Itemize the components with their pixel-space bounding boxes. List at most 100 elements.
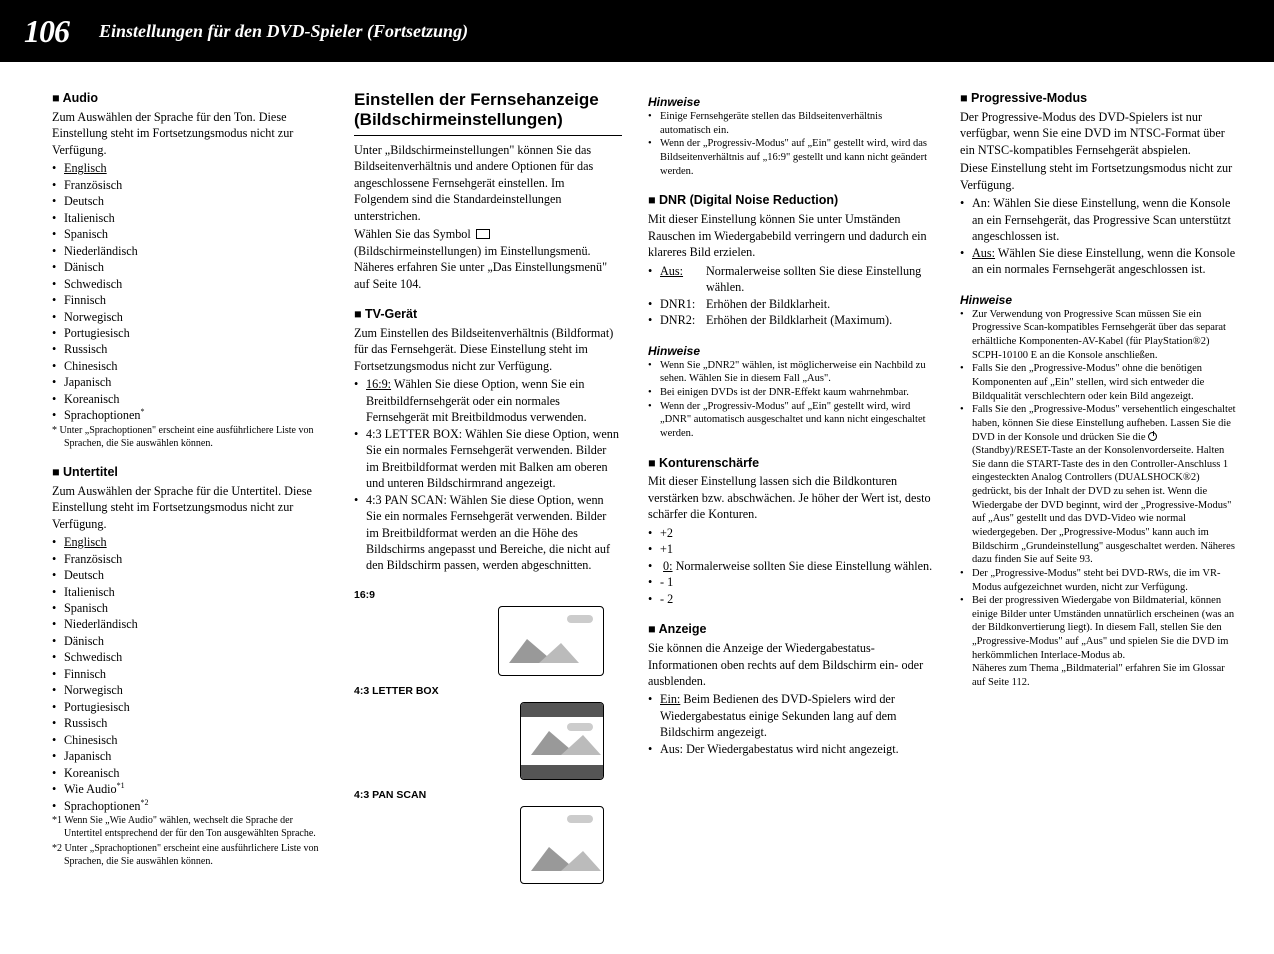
label-panscan: 4:3 PAN SCAN (354, 788, 622, 802)
column-4: Progressive-Modus Der Progressive-Modus … (960, 90, 1238, 890)
list-item: Spanisch (52, 600, 328, 616)
note-item: Falls Sie den „Progressive-Modus" ohne d… (960, 362, 1238, 403)
list-item: Italienisch (52, 584, 328, 600)
list-item: Finnisch (52, 292, 328, 308)
tv-heading: TV-Gerät (354, 306, 622, 323)
list-item: Französisch (52, 551, 328, 567)
prog-aus: Aus: Wählen Sie diese Einstellung, wenn … (960, 245, 1238, 278)
tv-diagram-letterbox (520, 702, 604, 780)
list-item: Norwegisch (52, 682, 328, 698)
label-letterbox: 4:3 LETTER BOX (354, 684, 622, 698)
note-item: Falls Sie den „Progressive-Modus" verseh… (960, 403, 1238, 567)
tv-diagram-169 (498, 606, 604, 676)
dnr-section: DNR (Digital Noise Reduction) Mit dieser… (648, 192, 934, 328)
list-item: Schwedisch (52, 649, 328, 665)
audio-section: Audio Zum Auswählen der Sprache für den … (52, 90, 328, 450)
screen-icon (476, 229, 490, 239)
kontur-heading: Konturenschärfe (648, 455, 934, 472)
list-item: Englisch (52, 534, 328, 550)
tv-options: 16:9: Wählen Sie diese Option, wenn Sie … (354, 376, 622, 574)
dnr-desc: Mit dieser Einstellung können Sie unter … (648, 211, 934, 260)
hinweise-block-1: Hinweise Einige Fernsehgeräte stellen da… (648, 94, 934, 178)
anzeige-ein: Ein: Beim Bedienen des DVD-Spielers wird… (648, 691, 934, 740)
tv-opt-panscan: 4:3 PAN SCAN: Wählen Sie diese Option, w… (354, 492, 622, 574)
anzeige-desc: Sie können die Anzeige der Wiedergabesta… (648, 640, 934, 689)
kontur-desc: Mit dieser Einstellung lassen sich die B… (648, 473, 934, 522)
page-header: 106 Einstellungen für den DVD-Spieler (F… (0, 0, 1274, 62)
progressive-desc2: Diese Einstellung steht im Fortsetzungsm… (960, 160, 1238, 193)
list-item: Französisch (52, 177, 328, 193)
note-item: Wenn der „Progressiv-Modus" auf „Ein" ge… (648, 137, 934, 178)
tv-diagram-panscan (520, 806, 604, 884)
untertitel-fn1: *1 Wenn Sie „Wie Audio" wählen, wechselt… (52, 814, 328, 840)
prog-an: An: Wählen Sie diese Einstellung, wenn d… (960, 195, 1238, 244)
tv-opt-letterbox: 4:3 LETTER BOX: Wählen Sie diese Option,… (354, 426, 622, 492)
dnr-aus: Aus:Normalerweise sollten Sie diese Eins… (648, 263, 934, 296)
anzeige-heading: Anzeige (648, 621, 934, 638)
hinweise-block-4: Hinweise Zur Verwendung von Progressive … (960, 292, 1238, 690)
intro-p2: Wählen Sie das Symbol (Bildschirmeinstel… (354, 226, 622, 292)
untertitel-fn2: *2 Unter „Sprachoptionen" erscheint eine… (52, 842, 328, 868)
diagram-letterbox (354, 702, 622, 780)
intro-p1: Unter „Bildschirmeinstellungen" können S… (354, 142, 622, 224)
audio-heading: Audio (52, 90, 328, 107)
list-item: Spanisch (52, 226, 328, 242)
list-item: Japanisch (52, 374, 328, 390)
list-item: Niederländisch (52, 243, 328, 259)
hinweise-heading: Hinweise (960, 292, 1238, 308)
list-item: Niederländisch (52, 616, 328, 632)
note-item: Zur Verwendung von Progressive Scan müss… (960, 308, 1238, 363)
list-item: Finnisch (52, 666, 328, 682)
list-item: Russisch (52, 341, 328, 357)
label-169: 16:9 (354, 588, 622, 602)
tv-section: TV-Gerät Zum Einstellen des Bildseitenve… (354, 306, 622, 574)
list-item: Dänisch (52, 633, 328, 649)
column-3: Hinweise Einige Fernsehgeräte stellen da… (648, 90, 934, 890)
note-item: Der „Progressive-Modus" steht bei DVD-RW… (960, 567, 1238, 594)
list-item: Wie Audio*1 (52, 781, 328, 798)
list-item: Schwedisch (52, 276, 328, 292)
note-item: Wenn der „Progressiv-Modus" auf „Ein" ge… (648, 400, 934, 441)
note-item: Bei der progressiven Wiedergabe von Bild… (960, 594, 1238, 689)
untertitel-desc: Zum Auswählen der Sprache für die Untert… (52, 483, 328, 532)
kontur-v: 0: Normalerweise sollten Sie diese Einst… (648, 558, 934, 574)
list-item: Koreanisch (52, 765, 328, 781)
section-title: Einstellen der Fernsehanzeige (Bildschir… (354, 90, 622, 136)
list-item: Russisch (52, 715, 328, 731)
kontur-section: Konturenschärfe Mit dieser Einstellung l… (648, 455, 934, 608)
list-item: Portugiesisch (52, 325, 328, 341)
diagram-panscan (354, 806, 622, 884)
hinweise-heading: Hinweise (648, 343, 934, 359)
untertitel-section: Untertitel Zum Auswählen der Sprache für… (52, 464, 328, 868)
list-item: Norwegisch (52, 309, 328, 325)
anzeige-aus: Aus: Der Wiedergabestatus wird nicht ang… (648, 741, 934, 757)
column-1: Audio Zum Auswählen der Sprache für den … (52, 90, 328, 890)
list-item: Sprachoptionen*2 (52, 798, 328, 815)
list-item: Japanisch (52, 748, 328, 764)
list-item: Sprachoptionen* (52, 407, 328, 424)
progressive-desc: Der Progressive-Modus des DVD-Spielers i… (960, 109, 1238, 158)
list-item: Chinesisch (52, 358, 328, 374)
kontur-v: +1 (648, 541, 934, 557)
note-item: Einige Fernsehgeräte stellen das Bildsei… (648, 110, 934, 137)
audio-desc: Zum Auswählen der Sprache für den Ton. D… (52, 109, 328, 158)
progressive-section: Progressive-Modus Der Progressive-Modus … (960, 90, 1238, 278)
kontur-v: +2 (648, 525, 934, 541)
page-number: 106 (8, 13, 85, 50)
dnr-heading: DNR (Digital Noise Reduction) (648, 192, 934, 209)
list-item: Italienisch (52, 210, 328, 226)
dnr-1: DNR1:Erhöhen der Bildklarheit. (648, 296, 934, 312)
audio-footnote: * Unter „Sprachoptionen" erscheint eine … (52, 424, 328, 450)
content-area: Audio Zum Auswählen der Sprache für den … (0, 62, 1274, 890)
standby-icon (1148, 432, 1157, 441)
list-item: Deutsch (52, 567, 328, 583)
progressive-heading: Progressive-Modus (960, 90, 1238, 107)
list-item: Chinesisch (52, 732, 328, 748)
anzeige-section: Anzeige Sie können die Anzeige der Wiede… (648, 621, 934, 757)
header-title: Einstellungen für den DVD-Spieler (Forts… (85, 21, 468, 42)
note-item: Wenn Sie „DNR2" wählen, ist möglicherwei… (648, 359, 934, 386)
untertitel-list: Englisch Französisch Deutsch Italienisch… (52, 534, 328, 814)
note-item: Bei einigen DVDs ist der DNR-Effekt kaum… (648, 386, 934, 400)
audio-list: Englisch Französisch Deutsch Italienisch… (52, 160, 328, 424)
hinweise-heading: Hinweise (648, 94, 934, 110)
